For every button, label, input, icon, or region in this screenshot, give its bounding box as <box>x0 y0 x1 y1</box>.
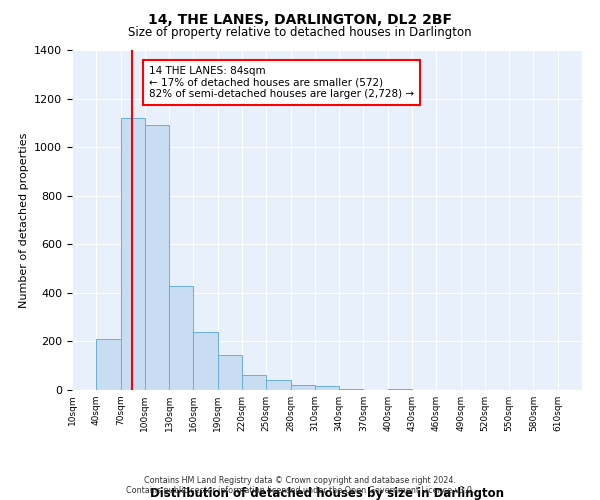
Text: Size of property relative to detached houses in Darlington: Size of property relative to detached ho… <box>128 26 472 39</box>
Bar <box>242 376 266 390</box>
Text: 14, THE LANES, DARLINGTON, DL2 2BF: 14, THE LANES, DARLINGTON, DL2 2BF <box>148 12 452 26</box>
Bar <box>266 380 290 390</box>
Bar <box>339 389 364 390</box>
Bar <box>290 385 315 390</box>
Bar <box>96 339 121 390</box>
X-axis label: Distribution of detached houses by size in Darlington: Distribution of detached houses by size … <box>150 487 504 500</box>
Text: 14 THE LANES: 84sqm
← 17% of detached houses are smaller (572)
82% of semi-detac: 14 THE LANES: 84sqm ← 17% of detached ho… <box>149 66 414 99</box>
Text: Contains public sector information licensed under the Open Government Licence v3: Contains public sector information licen… <box>126 486 474 495</box>
Y-axis label: Number of detached properties: Number of detached properties <box>19 132 29 308</box>
Bar <box>388 389 412 390</box>
Bar <box>145 126 169 390</box>
Bar <box>121 118 145 390</box>
Bar <box>315 386 339 390</box>
Bar <box>169 286 193 390</box>
Bar <box>193 332 218 390</box>
Text: Contains HM Land Registry data © Crown copyright and database right 2024.: Contains HM Land Registry data © Crown c… <box>144 476 456 485</box>
Bar <box>218 355 242 390</box>
